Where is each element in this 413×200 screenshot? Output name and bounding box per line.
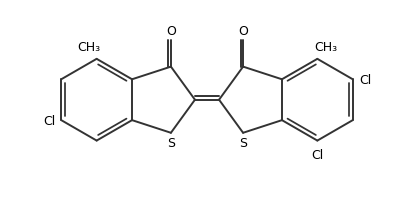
Text: O: O xyxy=(237,25,247,38)
Text: O: O xyxy=(166,25,176,38)
Text: Cl: Cl xyxy=(358,73,370,86)
Text: S: S xyxy=(166,136,174,149)
Text: CH₃: CH₃ xyxy=(313,41,336,53)
Text: S: S xyxy=(239,136,247,149)
Text: Cl: Cl xyxy=(311,148,323,161)
Text: CH₃: CH₃ xyxy=(77,41,100,53)
Text: Cl: Cl xyxy=(43,114,55,127)
